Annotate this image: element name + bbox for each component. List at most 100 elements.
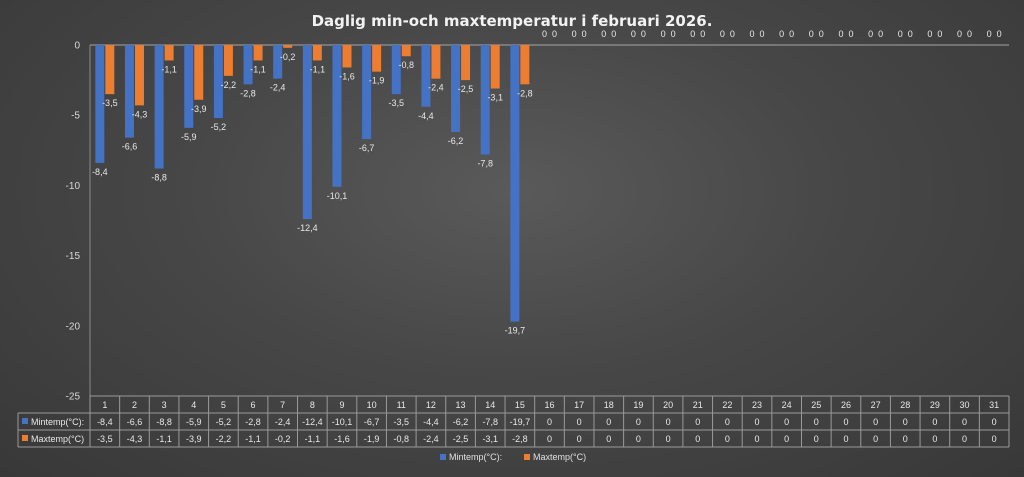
max-temp-data-label: 0 bbox=[937, 29, 942, 39]
min-temp-data-label: 0 bbox=[809, 29, 814, 39]
min-temp-table-cell: -6,2 bbox=[453, 417, 469, 427]
min-temp-data-label: -8,4 bbox=[92, 167, 108, 177]
min-temp-data-label: 0 bbox=[987, 29, 992, 39]
min-temp-data-label: -8,8 bbox=[151, 173, 167, 183]
min-temp-table-cell: -10,1 bbox=[332, 417, 353, 427]
min-temp-data-label: 0 bbox=[838, 29, 843, 39]
max-temp-data-label: 0 bbox=[967, 29, 972, 39]
y-tick-label: -20 bbox=[66, 321, 81, 332]
max-temp-bar bbox=[520, 45, 530, 85]
x-tick-label: 26 bbox=[841, 400, 851, 410]
max-temp-data-label: 0 bbox=[878, 29, 883, 39]
max-temp-table-cell: 0 bbox=[962, 434, 967, 444]
min-temp-bar bbox=[332, 45, 342, 187]
max-temp-data-label: 0 bbox=[552, 29, 557, 39]
min-temp-data-label: -4,4 bbox=[418, 111, 434, 121]
max-temp-table-cell: -4,3 bbox=[127, 434, 143, 444]
min-temp-bar bbox=[391, 45, 401, 95]
x-tick-label: 16 bbox=[544, 400, 554, 410]
min-temp-data-label: 0 bbox=[868, 29, 873, 39]
x-tick-label: 23 bbox=[752, 400, 762, 410]
x-tick-label: 18 bbox=[604, 400, 614, 410]
min-temp-data-label: -6,7 bbox=[359, 143, 375, 153]
x-tick-label: 31 bbox=[989, 400, 999, 410]
max-temp-table-cell: -1,1 bbox=[305, 434, 321, 444]
max-temp-table-cell: -0,2 bbox=[275, 434, 291, 444]
max-temp-bar bbox=[194, 45, 204, 100]
min-temp-table-cell: 0 bbox=[695, 417, 700, 427]
chart-title: Daglig min-och maxtemperatur i februari … bbox=[312, 12, 713, 30]
min-temp-table-cell: 0 bbox=[873, 417, 878, 427]
min-temp-bar bbox=[302, 45, 312, 220]
min-temp-table-cell: -8,4 bbox=[97, 417, 113, 427]
max-temp-table-cell: 0 bbox=[843, 434, 848, 444]
x-tick-label: 15 bbox=[515, 400, 525, 410]
max-temp-bar bbox=[372, 45, 382, 72]
max-temp-bar bbox=[342, 45, 352, 68]
min-temp-table-cell: -3,5 bbox=[394, 417, 410, 427]
min-temp-bar bbox=[213, 45, 223, 119]
max-temp-table-cell: -2,8 bbox=[512, 434, 528, 444]
max-temp-table-cell: 0 bbox=[577, 434, 582, 444]
x-tick-label: 3 bbox=[162, 400, 167, 410]
x-tick-label: 19 bbox=[633, 400, 643, 410]
max-temp-table-cell: -1,6 bbox=[334, 434, 350, 444]
min-temp-data-label: -6,6 bbox=[122, 142, 138, 152]
legend-label: Mintemp(°C): bbox=[449, 452, 502, 462]
max-temp-table-cell: 0 bbox=[873, 434, 878, 444]
max-temp-data-label: 0 bbox=[671, 29, 676, 39]
max-temp-table-cell: -1,1 bbox=[156, 434, 172, 444]
max-temp-bar bbox=[312, 45, 322, 61]
table-row-header: Mintemp(°C): bbox=[31, 417, 84, 427]
x-tick-label: 29 bbox=[930, 400, 940, 410]
min-temp-data-label: 0 bbox=[690, 29, 695, 39]
min-temp-data-label: 0 bbox=[661, 29, 666, 39]
max-temp-data-label: -1,1 bbox=[250, 64, 266, 74]
max-temp-data-label: -2,5 bbox=[458, 84, 474, 94]
max-temp-bar bbox=[105, 45, 115, 95]
max-temp-bar bbox=[401, 45, 411, 57]
max-temp-table-cell: 0 bbox=[992, 434, 997, 444]
y-tick-label: -5 bbox=[71, 111, 80, 122]
min-temp-table-cell: 0 bbox=[784, 417, 789, 427]
max-temp-table-cell: 0 bbox=[695, 434, 700, 444]
max-temp-bar bbox=[283, 45, 293, 48]
y-tick-label: 0 bbox=[74, 41, 80, 52]
min-temp-table-cell: 0 bbox=[992, 417, 997, 427]
min-temp-table-cell: 0 bbox=[903, 417, 908, 427]
max-temp-data-label: -3,1 bbox=[487, 93, 503, 103]
min-temp-table-cell: -2,4 bbox=[275, 417, 291, 427]
x-tick-label: 7 bbox=[280, 400, 285, 410]
min-temp-data-label: 0 bbox=[542, 29, 547, 39]
min-temp-table-cell: 0 bbox=[932, 417, 937, 427]
max-temp-data-label: -2,8 bbox=[517, 88, 533, 98]
x-tick-label: 30 bbox=[960, 400, 970, 410]
x-tick-label: 2 bbox=[132, 400, 137, 410]
max-temp-data-label: -1,1 bbox=[310, 64, 326, 74]
max-temp-table-cell: -0,8 bbox=[394, 434, 410, 444]
x-tick-label: 5 bbox=[221, 400, 226, 410]
min-temp-table-cell: -7,8 bbox=[482, 417, 498, 427]
x-tick-label: 13 bbox=[456, 400, 466, 410]
min-temp-data-label: -12,4 bbox=[297, 223, 318, 233]
max-temp-bar bbox=[164, 45, 174, 61]
max-temp-bar bbox=[223, 45, 233, 76]
min-temp-data-label: -19,7 bbox=[505, 326, 526, 336]
max-temp-bar bbox=[134, 45, 144, 106]
min-temp-data-label: -2,4 bbox=[270, 83, 286, 93]
min-temp-data-label: 0 bbox=[779, 29, 784, 39]
min-temp-data-label: -5,2 bbox=[211, 122, 227, 132]
min-temp-table-cell: 0 bbox=[843, 417, 848, 427]
max-temp-table-cell: -2,4 bbox=[423, 434, 439, 444]
x-tick-label: 9 bbox=[339, 400, 344, 410]
x-tick-label: 8 bbox=[310, 400, 315, 410]
min-temp-data-label: 0 bbox=[927, 29, 932, 39]
min-temp-data-label: -5,9 bbox=[181, 132, 197, 142]
min-temp-data-label: 0 bbox=[957, 29, 962, 39]
min-temp-data-label: 0 bbox=[720, 29, 725, 39]
x-tick-label: 21 bbox=[693, 400, 703, 410]
min-temp-table-cell: -6,6 bbox=[127, 417, 143, 427]
legend-key bbox=[440, 454, 446, 460]
max-temp-table-cell: 0 bbox=[636, 434, 641, 444]
